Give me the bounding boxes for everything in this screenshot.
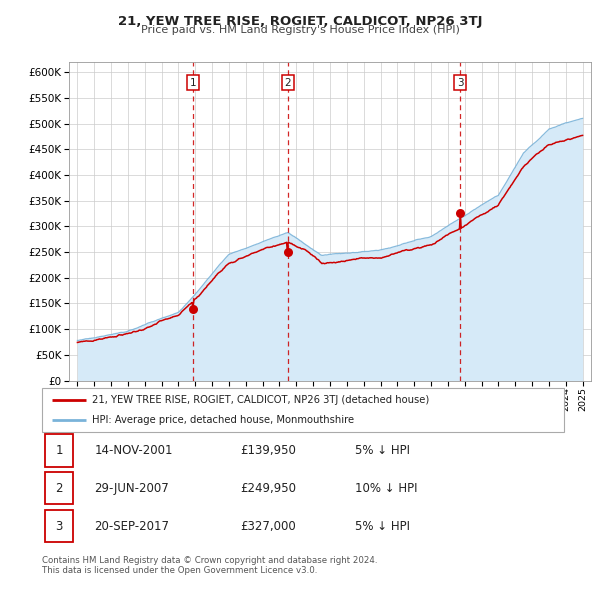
Text: 2: 2 <box>284 77 291 87</box>
Text: 1: 1 <box>55 444 63 457</box>
Text: 29-JUN-2007: 29-JUN-2007 <box>94 482 169 495</box>
Text: 5% ↓ HPI: 5% ↓ HPI <box>355 520 410 533</box>
Text: £139,950: £139,950 <box>241 444 296 457</box>
Text: 20-SEP-2017: 20-SEP-2017 <box>94 520 169 533</box>
Text: 5% ↓ HPI: 5% ↓ HPI <box>355 444 410 457</box>
Text: This data is licensed under the Open Government Licence v3.0.: This data is licensed under the Open Gov… <box>42 566 317 575</box>
Text: Contains HM Land Registry data © Crown copyright and database right 2024.: Contains HM Land Registry data © Crown c… <box>42 556 377 565</box>
Text: 2: 2 <box>55 482 63 495</box>
Bar <box>44 510 73 542</box>
Text: 3: 3 <box>457 77 463 87</box>
Bar <box>44 472 73 504</box>
Text: 21, YEW TREE RISE, ROGIET, CALDICOT, NP26 3TJ: 21, YEW TREE RISE, ROGIET, CALDICOT, NP2… <box>118 15 482 28</box>
Bar <box>44 434 73 467</box>
Text: 10% ↓ HPI: 10% ↓ HPI <box>355 482 418 495</box>
Text: 1: 1 <box>190 77 196 87</box>
Text: 3: 3 <box>55 520 62 533</box>
Text: HPI: Average price, detached house, Monmouthshire: HPI: Average price, detached house, Monm… <box>92 415 354 425</box>
Text: Price paid vs. HM Land Registry's House Price Index (HPI): Price paid vs. HM Land Registry's House … <box>140 25 460 35</box>
Text: 14-NOV-2001: 14-NOV-2001 <box>94 444 173 457</box>
Text: £249,950: £249,950 <box>241 482 296 495</box>
Text: 21, YEW TREE RISE, ROGIET, CALDICOT, NP26 3TJ (detached house): 21, YEW TREE RISE, ROGIET, CALDICOT, NP2… <box>92 395 429 405</box>
Text: £327,000: £327,000 <box>241 520 296 533</box>
